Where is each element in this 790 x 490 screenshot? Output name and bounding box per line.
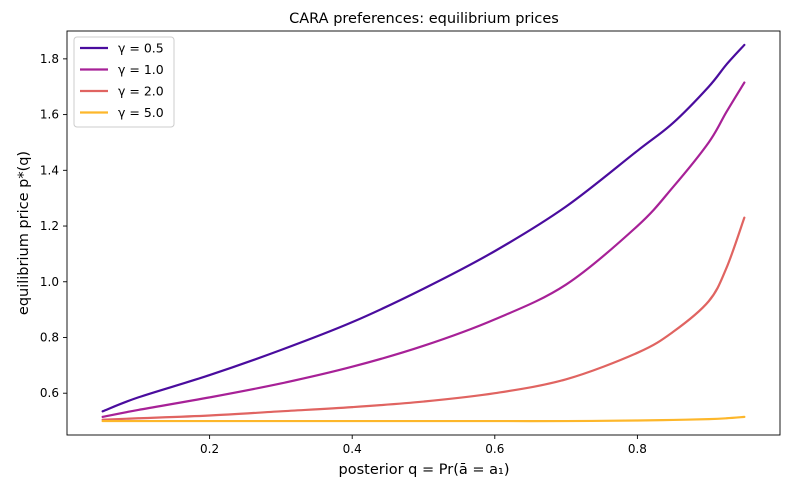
x-tick-label: 0.8 bbox=[628, 442, 647, 456]
y-tick-label: 1.6 bbox=[40, 108, 59, 122]
series-lines bbox=[101, 43, 746, 423]
y-axis-ticks: 0.6 0.8 1.0 1.2 1.4 1.6 1.8 bbox=[40, 52, 67, 400]
legend: γ = 0.5 γ = 1.0 γ = 2.0 γ = 5.0 bbox=[73, 36, 175, 128]
y-axis-title: equilibrium price p*(q) bbox=[16, 151, 32, 315]
x-tick-label: 0.2 bbox=[200, 442, 219, 456]
y-tick-label: 1.8 bbox=[40, 52, 59, 66]
legend-label-0: γ = 0.5 bbox=[118, 41, 164, 56]
y-tick-label: 1.2 bbox=[40, 219, 59, 233]
series-line-2 bbox=[101, 216, 746, 421]
y-tick-label: 1.0 bbox=[40, 275, 59, 289]
y-tick-label: 1.4 bbox=[40, 163, 59, 177]
legend-label-1: γ = 1.0 bbox=[118, 62, 164, 77]
legend-label-2: γ = 2.0 bbox=[118, 84, 164, 99]
series-line-1 bbox=[101, 81, 746, 418]
x-axis-title: posterior q = Pr(ā = a₁) bbox=[339, 462, 510, 478]
series-line-3 bbox=[101, 415, 746, 423]
y-tick-label: 0.8 bbox=[40, 330, 59, 344]
plot-area-frame bbox=[66, 30, 781, 436]
x-tick-label: 0.4 bbox=[343, 442, 362, 456]
x-tick-label: 0.6 bbox=[485, 442, 504, 456]
y-tick-label: 0.6 bbox=[40, 386, 59, 400]
legend-label-3: γ = 5.0 bbox=[118, 105, 164, 120]
chart-title: CARA preferences: equilibrium prices bbox=[289, 11, 559, 27]
series-line-0 bbox=[101, 43, 746, 413]
x-axis-ticks: 0.2 0.4 0.6 0.8 bbox=[200, 435, 647, 456]
legend-box bbox=[73, 36, 175, 128]
